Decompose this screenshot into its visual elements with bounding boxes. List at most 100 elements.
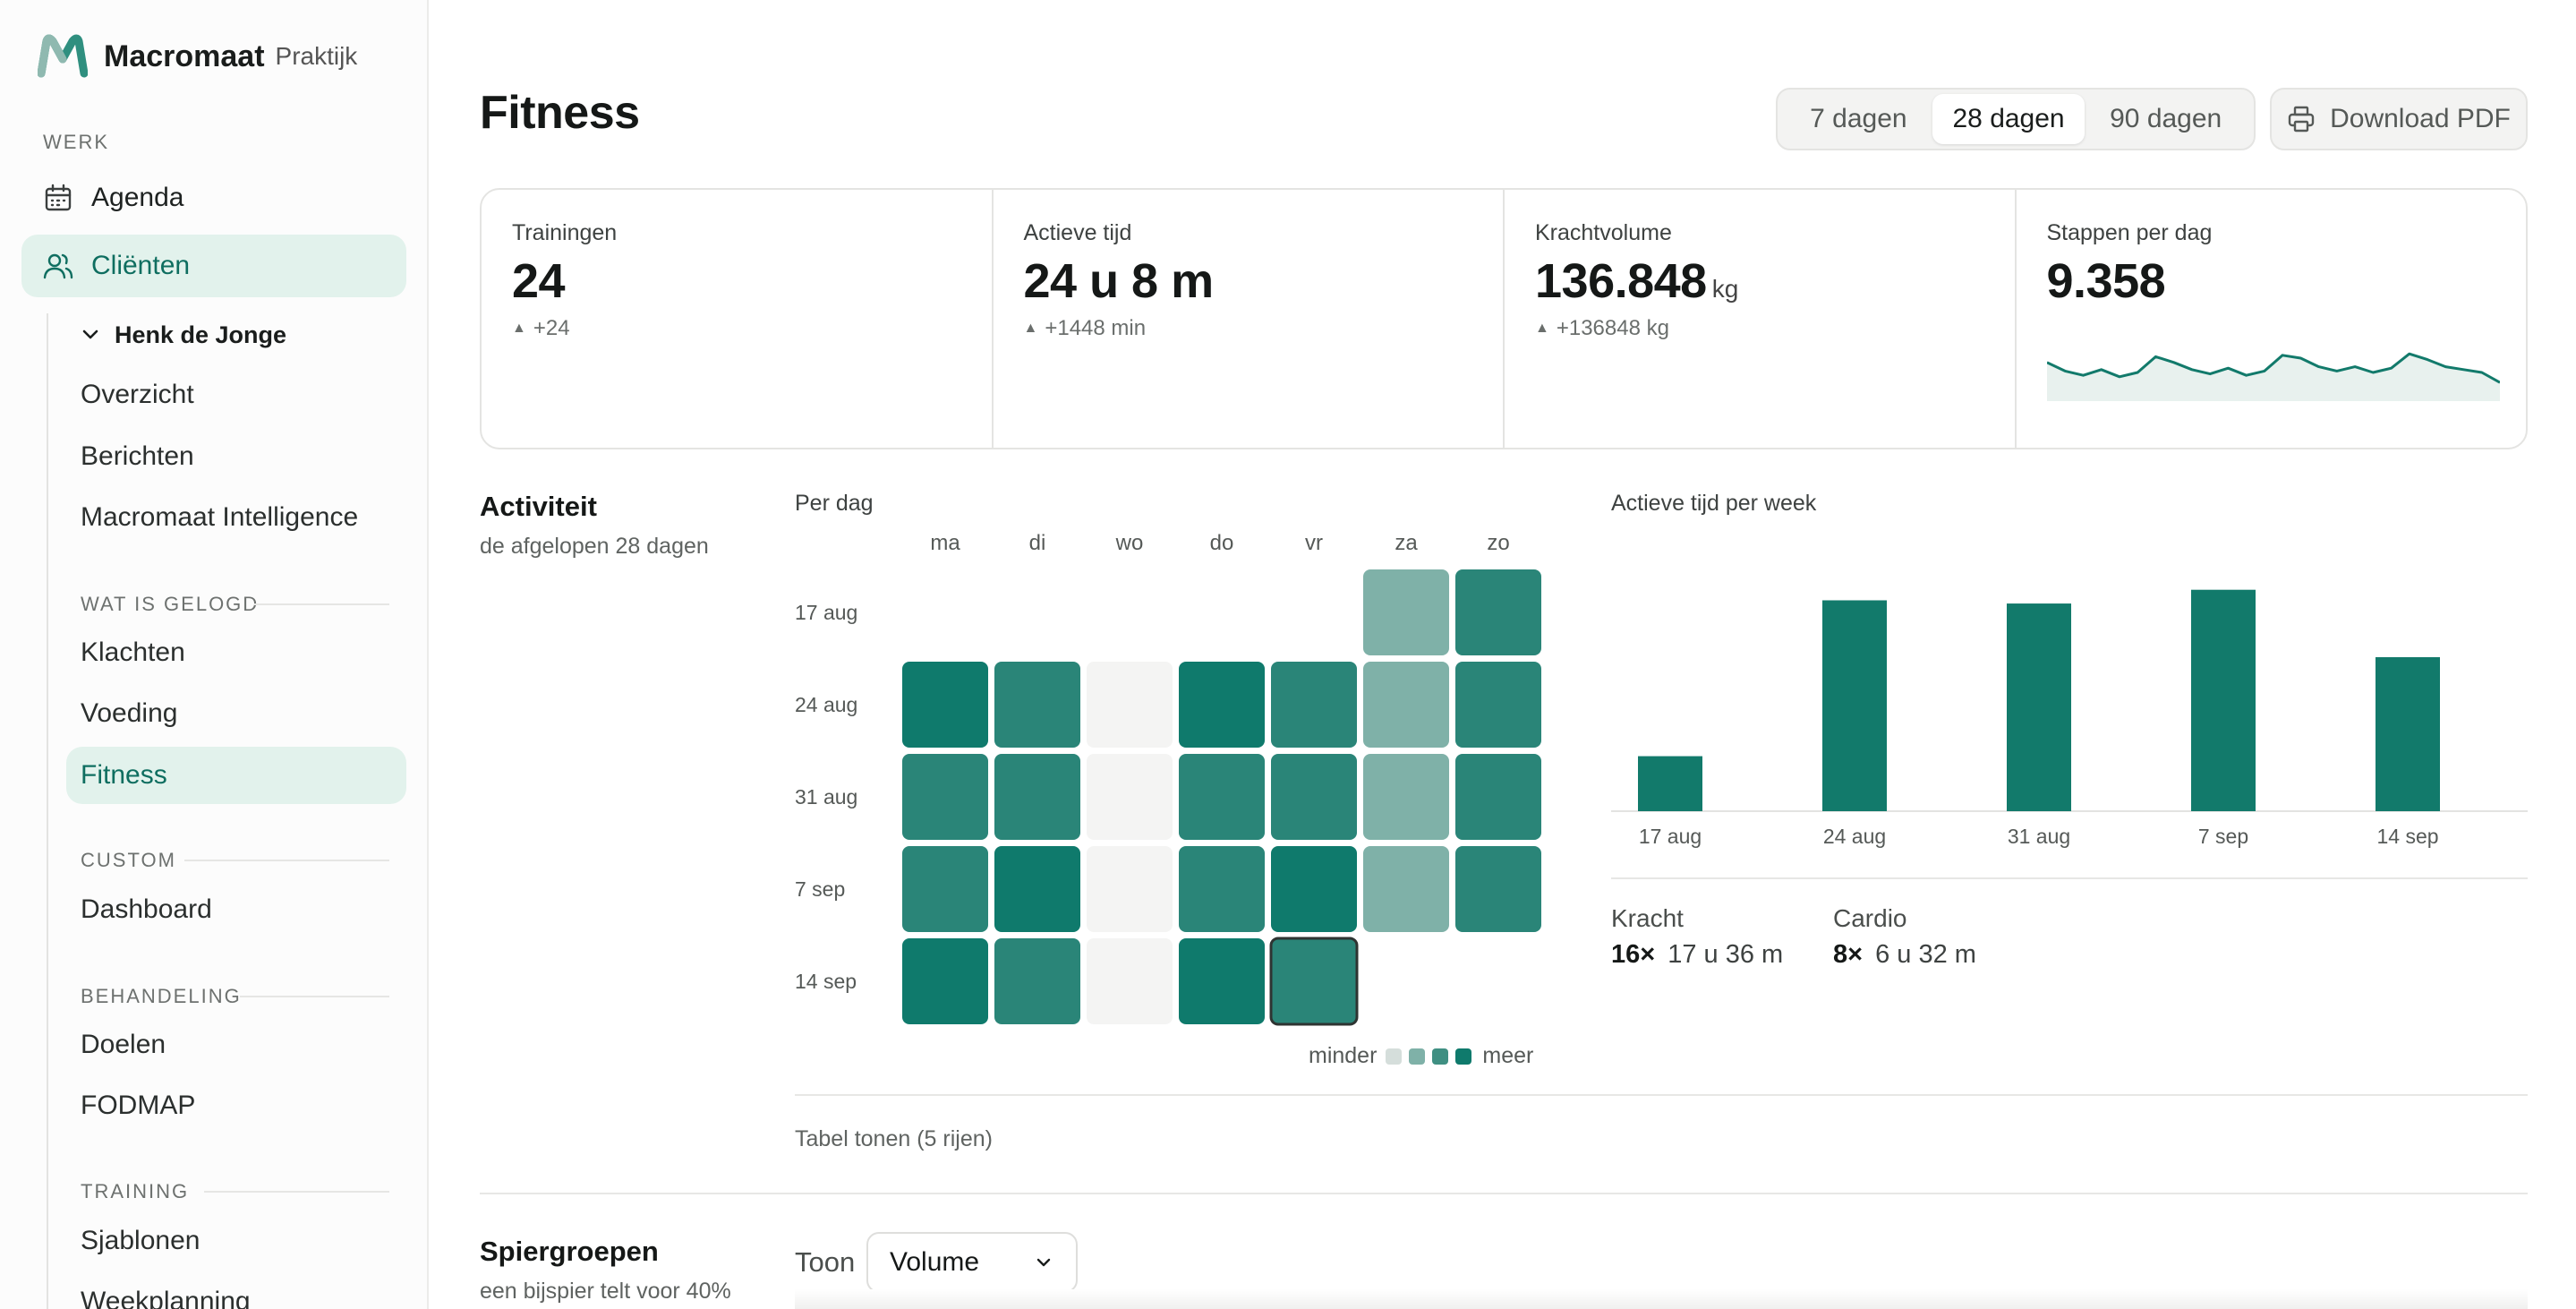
heatmap-cell[interactable] xyxy=(1179,846,1265,932)
show-label: Toon xyxy=(795,1246,856,1278)
sidebar-item-klachten[interactable]: Klachten xyxy=(66,624,406,681)
heatmap-cell[interactable] xyxy=(1087,662,1173,748)
heatmap-legend: minder meer xyxy=(1309,1043,1533,1069)
week-bar[interactable] xyxy=(1822,600,1887,811)
stat-delta: ▲ +24 xyxy=(512,316,992,341)
sidebar-item-doelen[interactable]: Doelen xyxy=(66,1016,406,1074)
activity-title: Activiteit xyxy=(480,491,597,522)
summary-cardio-label: Cardio xyxy=(1833,904,1907,932)
sidebar-item-intelligence[interactable]: Macromaat Intelligence xyxy=(66,489,406,546)
heatmap-cell[interactable] xyxy=(1271,846,1357,932)
heatmap-cell[interactable] xyxy=(902,938,988,1024)
legend-swatch xyxy=(1409,1048,1426,1065)
stat-value: 9.358 xyxy=(2046,254,2166,308)
trend-up-icon: ▲ xyxy=(1023,321,1038,336)
summary-cardio-value: 8× 6 u 32 m xyxy=(1833,940,1976,970)
metric-select[interactable]: Volume xyxy=(866,1232,1078,1293)
heatmap-cell[interactable] xyxy=(1271,754,1357,840)
summary-kracht-value: 16× 17 u 36 m xyxy=(1611,940,1783,970)
heatmap-cell[interactable] xyxy=(994,938,1080,1024)
sidebar-item-label: Cliënten xyxy=(91,251,191,280)
heatmap-cell[interactable] xyxy=(902,662,988,748)
heatmap-cell[interactable] xyxy=(1363,754,1449,840)
section-label-custom: CUSTOM xyxy=(81,849,176,871)
sidebar-item-dashboard[interactable]: Dashboard xyxy=(66,881,406,938)
brand-subtitle: Praktijk xyxy=(275,42,358,70)
heatmap-cell[interactable] xyxy=(1363,846,1449,932)
heatmap-day-label: za xyxy=(1395,531,1418,555)
range-28-days-button[interactable]: 28 dagen xyxy=(1932,94,2086,144)
heatmap-cell[interactable] xyxy=(1363,662,1449,748)
sidebar-item-clienten[interactable]: Cliënten xyxy=(21,235,406,297)
week-bar[interactable] xyxy=(2007,603,2071,811)
section-label-gelogd: WAT IS GELOGD xyxy=(81,593,260,615)
sidebar-item-berichten[interactable]: Berichten xyxy=(66,428,406,485)
week-bar[interactable] xyxy=(2376,656,2440,811)
sidebar-item-sjablonen[interactable]: Sjablonen xyxy=(66,1212,406,1270)
heatmap-cell[interactable] xyxy=(902,754,988,840)
section-divider xyxy=(254,603,389,605)
stat-delta-value: +24 xyxy=(533,316,570,340)
weekly-chart-title: Actieve tijd per week xyxy=(1611,491,1817,516)
heatmap-week-label: 7 sep xyxy=(795,877,845,901)
sidebar-item-label: Voeding xyxy=(81,698,178,728)
sidebar-item-agenda[interactable]: Agenda xyxy=(21,167,406,229)
heatmap-cell[interactable] xyxy=(1087,846,1173,932)
heatmap-cell[interactable] xyxy=(1455,846,1541,932)
sidebar-item-weekplanning[interactable]: Weekplanning xyxy=(66,1273,406,1309)
week-bar[interactable] xyxy=(1638,756,1702,811)
section-divider xyxy=(480,1193,2528,1194)
heatmap-cell[interactable] xyxy=(1179,754,1265,840)
heatmap-day-label: zo xyxy=(1487,531,1509,555)
tree-line xyxy=(47,313,48,1309)
sidebar-item-label: Weekplanning xyxy=(81,1287,251,1309)
download-pdf-button[interactable]: Download PDF xyxy=(2270,88,2528,150)
heatmap-cell[interactable] xyxy=(994,754,1080,840)
heatmap-day-label: wo xyxy=(1115,531,1144,555)
heatmap-cell[interactable] xyxy=(902,846,988,932)
heatmap-cell[interactable] xyxy=(1179,662,1265,748)
sidebar-item-label: Overzicht xyxy=(81,380,194,409)
section-label-behandeling: BEHANDELING xyxy=(81,985,242,1007)
sidebar: Macromaat Praktijk WERK Agenda Cliënten … xyxy=(0,0,429,1309)
sidebar-item-label: Berichten xyxy=(81,441,194,471)
heatmap-cell[interactable] xyxy=(1087,754,1173,840)
heatmap-cell[interactable] xyxy=(1087,938,1173,1024)
x-tick-label: 31 aug xyxy=(2008,825,2070,848)
heatmap-cell[interactable] xyxy=(1363,569,1449,655)
stat-value: 24 u 8 m xyxy=(1023,254,1215,308)
sidebar-item-fitness[interactable]: Fitness xyxy=(66,747,406,804)
trend-up-icon: ▲ xyxy=(512,321,526,336)
heatmap-cell[interactable] xyxy=(1455,754,1541,840)
stat-actieve-tijd: Actieve tijd 24 u 8 m ▲ +1448 min xyxy=(994,190,1505,448)
range-90-days-button[interactable]: 90 dagen xyxy=(2110,104,2222,133)
range-7-days-button[interactable]: 7 dagen xyxy=(1810,104,1907,133)
heatmap-cell-today[interactable] xyxy=(1269,937,1359,1026)
show-table-toggle[interactable]: Tabel tonen (5 rijen) xyxy=(795,1126,993,1151)
heatmap-cell[interactable] xyxy=(994,846,1080,932)
legend-swatch xyxy=(1432,1048,1449,1065)
sidebar-item-label: FODMAP xyxy=(81,1091,196,1120)
chevron-down-icon xyxy=(1036,1258,1051,1267)
page-title: Fitness xyxy=(480,87,640,139)
users-icon xyxy=(43,253,73,279)
heatmap-cell[interactable] xyxy=(994,662,1080,748)
stat-delta: ▲ +1448 min xyxy=(1024,316,1504,341)
heatmap-cell[interactable] xyxy=(1271,662,1357,748)
heatmap-cell[interactable] xyxy=(1455,662,1541,748)
week-bar[interactable] xyxy=(2191,589,2256,811)
legend-more-label: meer xyxy=(1482,1043,1534,1068)
stat-value: 136.848 kg xyxy=(1535,253,2015,309)
heatmap-cell[interactable] xyxy=(1179,938,1265,1024)
heatmap-cell[interactable] xyxy=(1455,569,1541,655)
section-divider xyxy=(184,860,389,861)
section-label-werk: WERK xyxy=(43,131,109,153)
steps-sparkline xyxy=(2046,352,2500,401)
sidebar-item-voeding[interactable]: Voeding xyxy=(66,685,406,742)
summary-count: 16× xyxy=(1611,940,1656,969)
download-pdf-label: Download PDF xyxy=(2330,104,2511,133)
client-toggle[interactable]: Henk de Jonge xyxy=(79,315,286,355)
brand[interactable]: Macromaat Praktijk xyxy=(38,34,357,79)
sidebar-item-fodmap[interactable]: FODMAP xyxy=(66,1077,406,1134)
sidebar-item-overzicht[interactable]: Overzicht xyxy=(66,366,406,424)
